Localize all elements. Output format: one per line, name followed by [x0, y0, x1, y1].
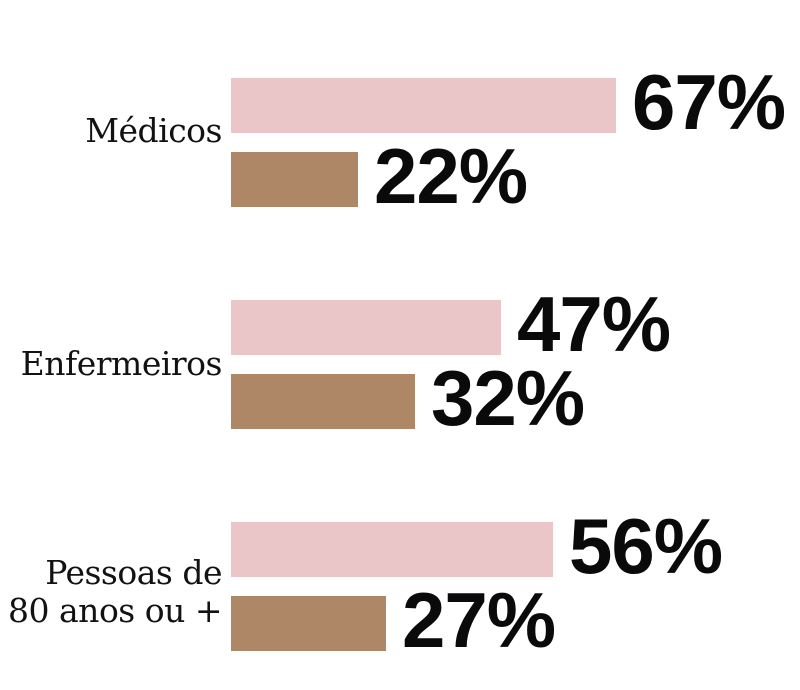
value-label-medicos-series2: 22% [374, 132, 528, 220]
value-label-enfermeiros-series1: 47% [517, 280, 671, 368]
value-label-pessoas-80-series2: 27% [402, 576, 556, 664]
category-label-line: Pessoas de [45, 553, 222, 592]
category-label-line: Enfermeiros [20, 344, 223, 383]
value-label-medicos-series1: 67% [632, 58, 786, 146]
bar-row: 22% [231, 132, 800, 220]
bar-row: 32% [231, 354, 800, 442]
category-label-enfermeiros: Enfermeiros [0, 344, 223, 383]
category-label-pessoas-80: Pessoas de 80 anos ou + [0, 554, 222, 630]
bar-enfermeiros-series1 [231, 300, 501, 355]
category-label-line: 80 anos ou + [8, 591, 222, 630]
bar-enfermeiros-series2 [231, 374, 415, 429]
category-label-medicos: Médicos [0, 112, 222, 150]
bar-row: 27% [231, 576, 800, 664]
bar-medicos-series2 [231, 152, 358, 207]
bar-pessoas-80-series1 [231, 522, 553, 577]
bar-row: 47% [231, 280, 800, 368]
category-label-line: Médicos [85, 111, 222, 150]
value-label-pessoas-80-series1: 56% [569, 502, 723, 590]
bar-group-pessoas-80: Pessoas de 80 anos ou + 56% 27% [0, 502, 800, 664]
bar-group-medicos: Médicos 67% 22% [0, 58, 800, 220]
bar-pessoas-80-series2 [231, 596, 386, 651]
value-label-enfermeiros-series2: 32% [431, 354, 585, 442]
bar-row: 67% [231, 58, 800, 146]
bar-row: 56% [231, 502, 800, 590]
bar-medicos-series1 [231, 78, 616, 133]
bar-group-enfermeiros: Enfermeiros 47% 32% [0, 280, 800, 442]
